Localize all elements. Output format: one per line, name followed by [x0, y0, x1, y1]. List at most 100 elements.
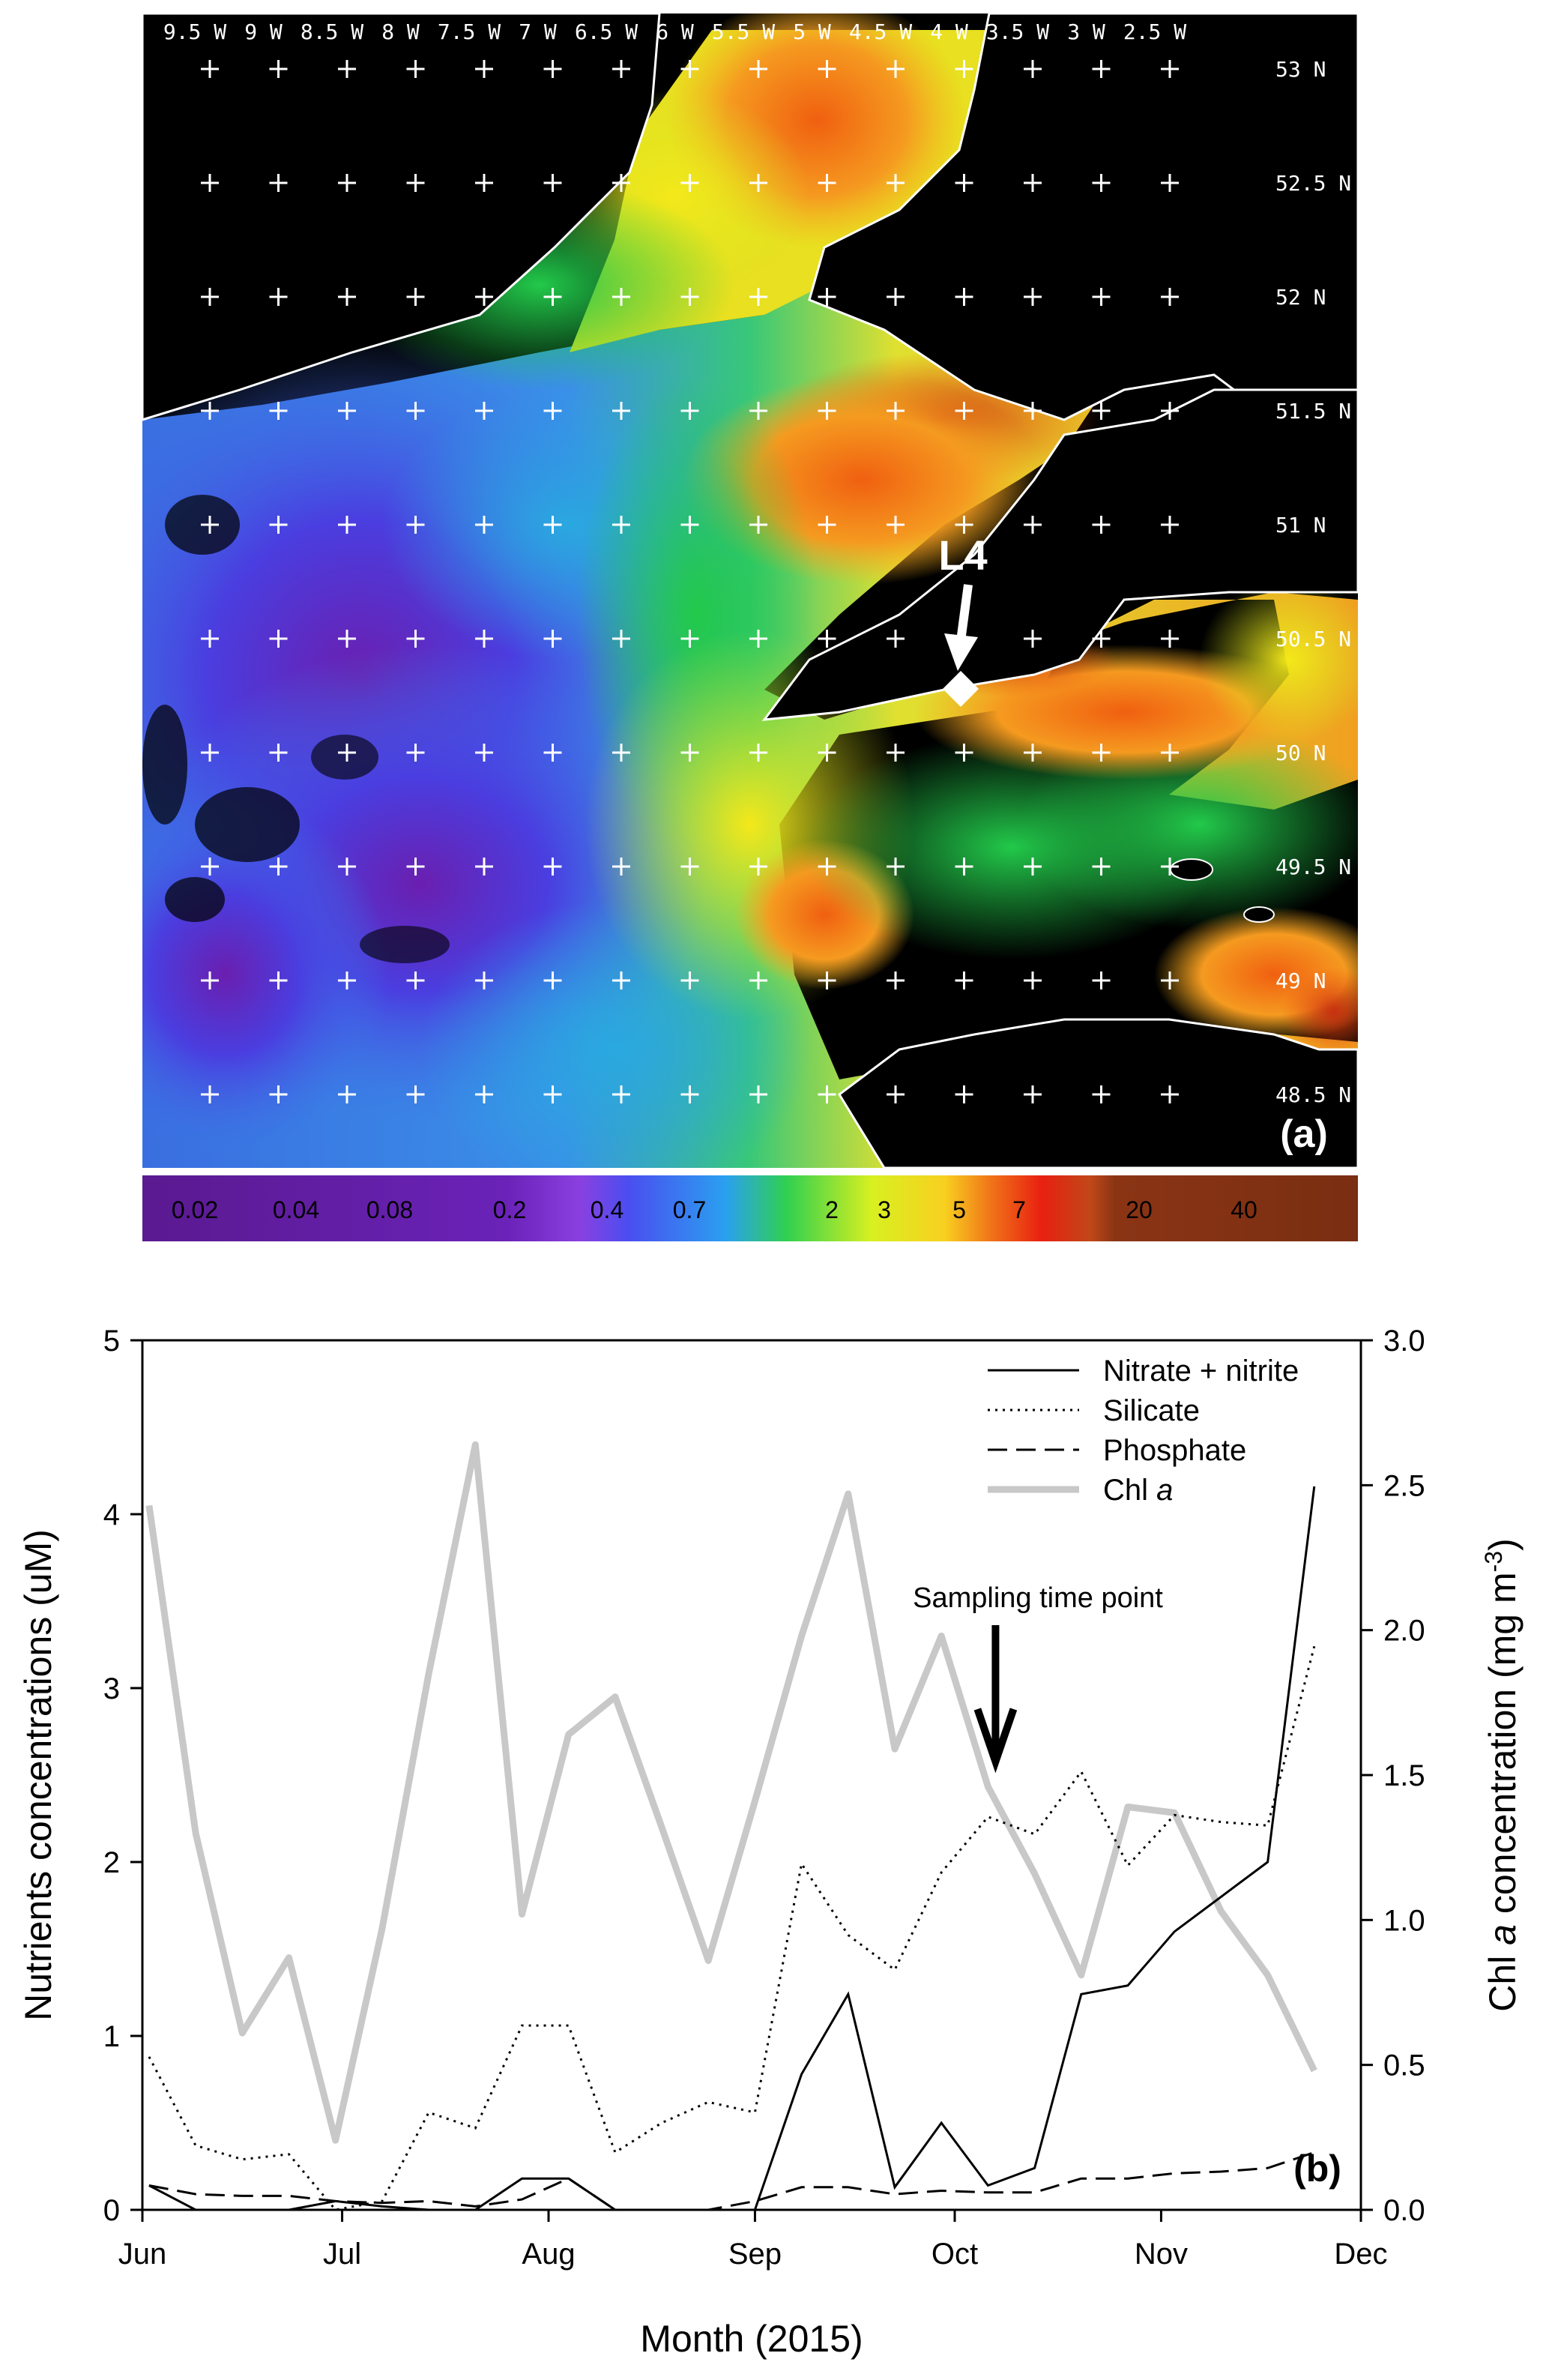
- colorbar-labels: 0.02 0.04 0.08 0.2 0.4 0.7 2 3 5 7 20 40: [172, 1196, 1257, 1223]
- grid-cross-icon: [338, 288, 356, 306]
- y-axis-right-title: Chl a concentration (mg m-3): [1480, 1538, 1524, 2011]
- y-right-tick-label: 1.5: [1383, 1759, 1425, 1792]
- x-tick-label: Sep: [728, 2238, 782, 2271]
- grid-cross-icon: [201, 971, 219, 989]
- legend-label: Chl a: [1103, 1474, 1173, 1507]
- grid-cross-icon: [887, 402, 905, 420]
- grid-cross-icon: [269, 174, 288, 192]
- longitude-label: 8.5 W: [301, 19, 363, 44]
- grid-cross-icon: [1092, 174, 1111, 192]
- grid-cross-icon: [612, 60, 630, 78]
- grid-cross-icon: [1024, 971, 1042, 989]
- grid-cross-icon: [749, 402, 767, 420]
- grid-cross-icon: [818, 60, 836, 78]
- y-left-tick-label: 2: [103, 1846, 120, 1879]
- grid-cross-icon: [1092, 516, 1111, 534]
- grid-cross-icon: [543, 630, 562, 648]
- colorbar-tick-label: 40: [1231, 1196, 1257, 1223]
- colorbar: [142, 1175, 1358, 1241]
- grid-cross-icon: [612, 858, 630, 876]
- grid-cross-icon: [749, 516, 767, 534]
- grid-cross-icon: [269, 971, 288, 989]
- grid-cross-icon: [612, 1085, 630, 1103]
- grid-cross-icon: [201, 60, 219, 78]
- sampling-arrow-icon: [973, 1625, 1018, 1774]
- y-right-tick-label: 0.0: [1383, 2194, 1425, 2227]
- grid-cross-icon: [543, 744, 562, 762]
- latitude-labels: 53 N 52.5 N 52 N 51.5 N 51 N 50.5 N 50 N 49.5 N…: [1275, 57, 1351, 1107]
- grid-cross-icon: [955, 516, 973, 534]
- colorbar-tick-label: 0.02: [172, 1196, 218, 1223]
- grid-cross-icon: [1092, 858, 1111, 876]
- y-right-tick-label: 0.5: [1383, 2049, 1425, 2082]
- longitude-label: 4.5 W: [849, 19, 912, 44]
- grid-cross-icon: [1092, 288, 1111, 306]
- grid-cross-icon: [1024, 630, 1042, 648]
- grid-cross-icon: [475, 858, 493, 876]
- ireland-landmass: [142, 13, 661, 421]
- england-landmass: [761, 388, 1358, 721]
- grid-cross-icon: [680, 174, 699, 192]
- grid-cross-icon: [612, 174, 630, 192]
- grid-cross-icon: [680, 744, 699, 762]
- grid-cross-icon: [475, 288, 493, 306]
- grid-cross-icon: [1092, 1085, 1111, 1103]
- grid-cross-icon: [612, 971, 630, 989]
- sampling-annotation: Sampling time point: [913, 1582, 1163, 1614]
- axis-layer: Jun Jul Aug Sep Oct Nov Dec 0 1 2 3 4 5 0.0 0.5 1.0 1.5 2…: [103, 1325, 1425, 2271]
- grid-cross-icon: [612, 516, 630, 534]
- grid-cross-icon: [475, 516, 493, 534]
- grid-cross-icon: [1092, 60, 1111, 78]
- colorbar-tick-label: 5: [952, 1196, 966, 1223]
- grid-cross-icon: [201, 402, 219, 420]
- grid-cross-icon: [1161, 858, 1179, 876]
- longitude-label: 8 W: [381, 19, 420, 44]
- grid-cross-icon: [543, 971, 562, 989]
- grid-cross-icon: [955, 858, 973, 876]
- grid-cross-icon: [406, 858, 425, 876]
- grid-cross-icon: [1024, 402, 1042, 420]
- grid-cross-icon: [680, 971, 699, 989]
- colorbar-tick-label: 2: [825, 1196, 839, 1223]
- nutrient-chl-chart: Jun Jul Aug Sep Oct Nov Dec 0 1 2 3 4 5 0.0 0.5 1.0 1.5 2…: [17, 1325, 1524, 2360]
- grid-cross-icon: [269, 1085, 288, 1103]
- x-tick-label: Aug: [522, 2238, 575, 2271]
- grid-cross-icon: [1024, 516, 1042, 534]
- grid-cross-icon: [1161, 971, 1179, 989]
- grid-cross-icon: [201, 516, 219, 534]
- grid-cross-icon: [269, 60, 288, 78]
- grid-cross-icon: [1024, 744, 1042, 762]
- longitude-label: 4 W: [930, 19, 968, 44]
- grid-cross-icon: [612, 744, 630, 762]
- grid-cross-icon: [1161, 1085, 1179, 1103]
- longitude-label: 5 W: [793, 19, 831, 44]
- chlorophyll-map: 9.5 W 9 W 8.5 W 8 W 7.5 W 7 W 6.5 W 6 W 5.5 W 5 W…: [142, 13, 1358, 1241]
- grid-cross-icon: [1161, 744, 1179, 762]
- station-label: L4: [938, 531, 987, 579]
- grid-cross-icon: [475, 744, 493, 762]
- grid-cross-icon: [612, 630, 630, 648]
- grid-cross-icon: [955, 1085, 973, 1103]
- grid-cross-icon: [406, 971, 425, 989]
- panel-b-label: (b): [1293, 2148, 1341, 2190]
- grid-cross-icon: [201, 630, 219, 648]
- grid-cross-icon: [818, 1085, 836, 1103]
- grid-cross-icon: [955, 174, 973, 192]
- grid-cross-icon: [887, 516, 905, 534]
- series-line-phosphate: [148, 2151, 1315, 2211]
- legend-label: Nitrate + nitrite: [1103, 1355, 1299, 1388]
- chlorophyll-map-panel: 9.5 W 9 W 8.5 W 8 W 7.5 W 7 W 6.5 W 6 W 5.5 W 5 W…: [142, 13, 1358, 1241]
- plot-frame: [141, 1339, 1362, 2211]
- y-right-tick-label: 2.0: [1383, 1615, 1425, 1648]
- x-tick-label: Jul: [323, 2238, 361, 2271]
- colorbar-tick-label: 0.04: [273, 1196, 319, 1223]
- y-right-tick-label: 3.0: [1383, 1325, 1425, 1358]
- latitude-label: 50 N: [1275, 741, 1326, 765]
- grid-cross-icon: [887, 630, 905, 648]
- grid-cross-icon: [749, 971, 767, 989]
- grid-cross-icon: [338, 402, 356, 420]
- grid-cross-icon: [475, 630, 493, 648]
- grid-cross-icon: [338, 60, 356, 78]
- grid-cross-icon: [612, 402, 630, 420]
- panel-a-label: (a): [1280, 1112, 1328, 1156]
